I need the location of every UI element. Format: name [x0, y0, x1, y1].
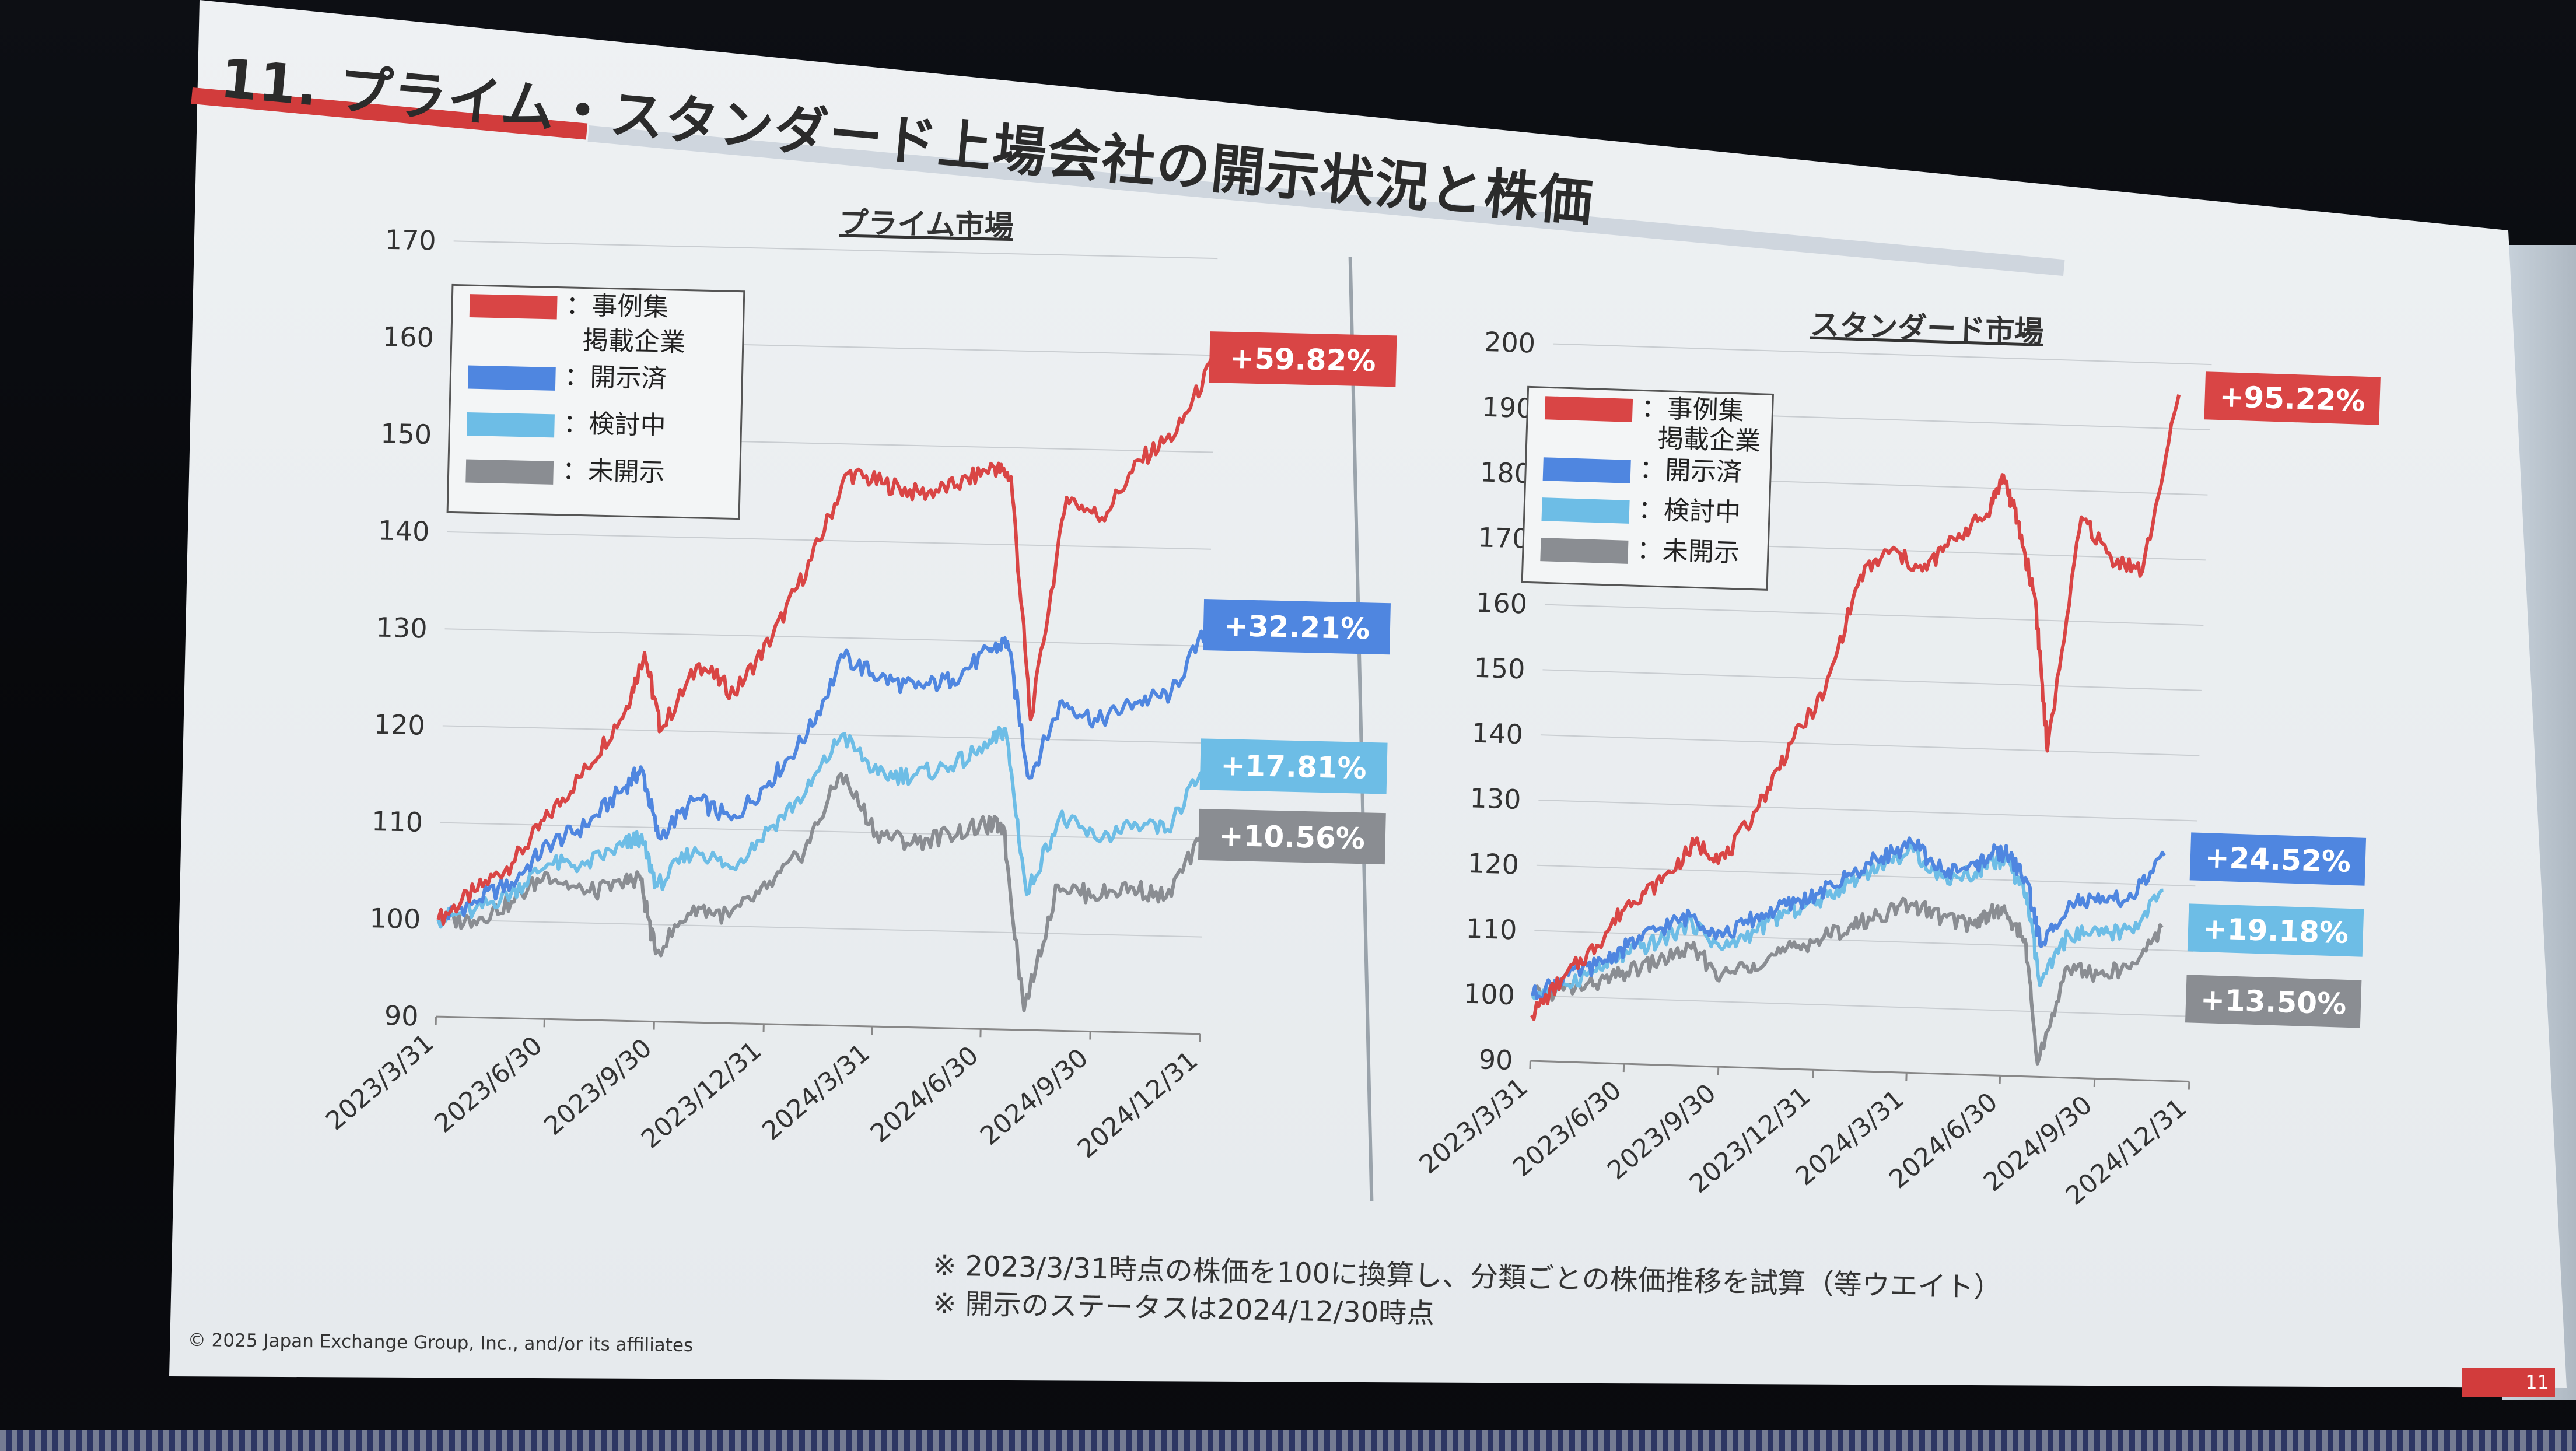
end-value-label: +13.50% — [2200, 983, 2347, 1021]
x-axis — [436, 1015, 1200, 1035]
gridline — [1544, 604, 2204, 626]
page-number: 11 — [2462, 1368, 2555, 1397]
legend-swatch — [1540, 538, 1629, 564]
series-line-blue — [436, 623, 1211, 921]
y-tick-label: 150 — [1474, 652, 1525, 685]
end-value-label: +32.21% — [1223, 609, 1370, 646]
end-value-box — [1198, 808, 1386, 865]
y-tick-label: 140 — [1471, 717, 1523, 751]
legend-swatch — [1544, 396, 1633, 422]
gridline — [1532, 995, 2192, 1017]
y-tick-label: 110 — [1465, 913, 1517, 946]
y-tick-label: 90 — [384, 1000, 419, 1032]
y-tick-label: 150 — [380, 418, 432, 450]
y-tick-label: 160 — [382, 321, 434, 353]
chart-title: プライム市場 — [839, 205, 1014, 243]
y-tick-label: 110 — [372, 805, 424, 838]
legend-box — [1521, 385, 1774, 591]
gridline — [1552, 343, 2212, 366]
series-line-red — [436, 352, 1217, 926]
legend-label: ：事例集 — [566, 290, 669, 323]
legend-label: ：事例集 — [1641, 393, 1745, 426]
gridline — [1542, 669, 2202, 691]
end-value-box — [2185, 975, 2362, 1028]
y-tick-label: 90 — [1478, 1043, 1513, 1076]
x-tick-label: 2024/9/30 — [975, 1043, 1094, 1151]
y-tick-label: 130 — [1469, 782, 1521, 815]
series-line-light-blue — [1531, 842, 2164, 1001]
end-value-box — [1199, 738, 1388, 794]
legend-label: ：検討中 — [1637, 495, 1741, 528]
y-tick-label: 100 — [369, 902, 421, 935]
end-value-box — [2189, 832, 2367, 886]
legend-swatch — [1541, 497, 1630, 524]
legend-swatch — [466, 459, 554, 485]
y-tick-label: 120 — [1467, 847, 1519, 881]
legend-label: ：未開示 — [1636, 535, 1740, 568]
legend-label: 掲載企業 — [582, 325, 685, 358]
prime-market-chart: プライム市場 170 160 150 140 130 120 110 100 902023/3/3… — [320, 205, 1397, 1164]
end-value-label: +24.52% — [2204, 840, 2351, 879]
presentation-slide — [169, 0, 2567, 1388]
end-value-box — [2204, 371, 2381, 425]
gridline — [453, 240, 1218, 260]
legend-label: ：未開示 — [562, 455, 665, 488]
x-tick-label: 2023/9/30 — [538, 1033, 657, 1141]
end-value-label: +95.22% — [2219, 380, 2366, 418]
y-tick-label: 180 — [1479, 456, 1531, 489]
gridline — [1538, 799, 2197, 822]
gridline — [442, 725, 1207, 744]
x-tick-label: 2024/3/31 — [757, 1038, 876, 1147]
legend-label: ：開示済 — [564, 362, 667, 394]
legend-label: 掲載企業 — [1657, 423, 1761, 457]
legend-label: ：検討中 — [563, 409, 666, 441]
legend-swatch — [467, 365, 556, 391]
x-tick-label: 2023/6/30 — [429, 1031, 548, 1139]
legend-swatch — [469, 294, 558, 320]
legend-label: ：開示済 — [1639, 454, 1743, 488]
y-tick-label: 170 — [1478, 521, 1530, 555]
y-tick-label: 200 — [1483, 326, 1535, 359]
end-value-label: +17.81% — [1220, 748, 1367, 786]
end-value-box — [1203, 599, 1391, 655]
gridline — [444, 628, 1209, 647]
stage-led-strip — [0, 1430, 2576, 1451]
legend-swatch — [1542, 457, 1631, 483]
standard-market-chart: スタンダード市場 200 190 180 170 160 150 140 130 120 110 10… — [1414, 307, 2381, 1211]
y-tick-label: 120 — [373, 709, 425, 741]
y-tick-label: 140 — [378, 514, 430, 547]
x-tick-label: 2023/3/31 — [320, 1028, 439, 1137]
x-axis — [1530, 1060, 2189, 1082]
y-tick-label: 160 — [1475, 587, 1527, 620]
chart-title: スタンダード市場 — [1810, 307, 2044, 349]
gridline — [438, 919, 1202, 938]
series-line-blue — [1530, 836, 2166, 1001]
end-value-box — [2187, 903, 2364, 957]
legend-box — [446, 283, 746, 520]
y-tick-label: 170 — [384, 224, 436, 257]
end-value-label: +10.56% — [1219, 819, 1365, 856]
y-tick-label: 130 — [376, 612, 428, 644]
y-tick-label: 100 — [1463, 978, 1515, 1011]
x-tick-label: 2024/6/30 — [865, 1040, 984, 1149]
gridline — [1540, 734, 2200, 756]
gridline — [447, 531, 1212, 550]
end-value-label: +59.82% — [1230, 341, 1376, 378]
end-value-label: +19.18% — [2202, 912, 2349, 950]
series-line-light-blue — [436, 726, 1208, 929]
end-value-box — [1209, 331, 1397, 387]
series-line-gray — [1531, 896, 2164, 1066]
y-tick-label: 190 — [1482, 391, 1534, 425]
series-line-gray — [437, 772, 1206, 1012]
legend-swatch — [467, 412, 555, 438]
